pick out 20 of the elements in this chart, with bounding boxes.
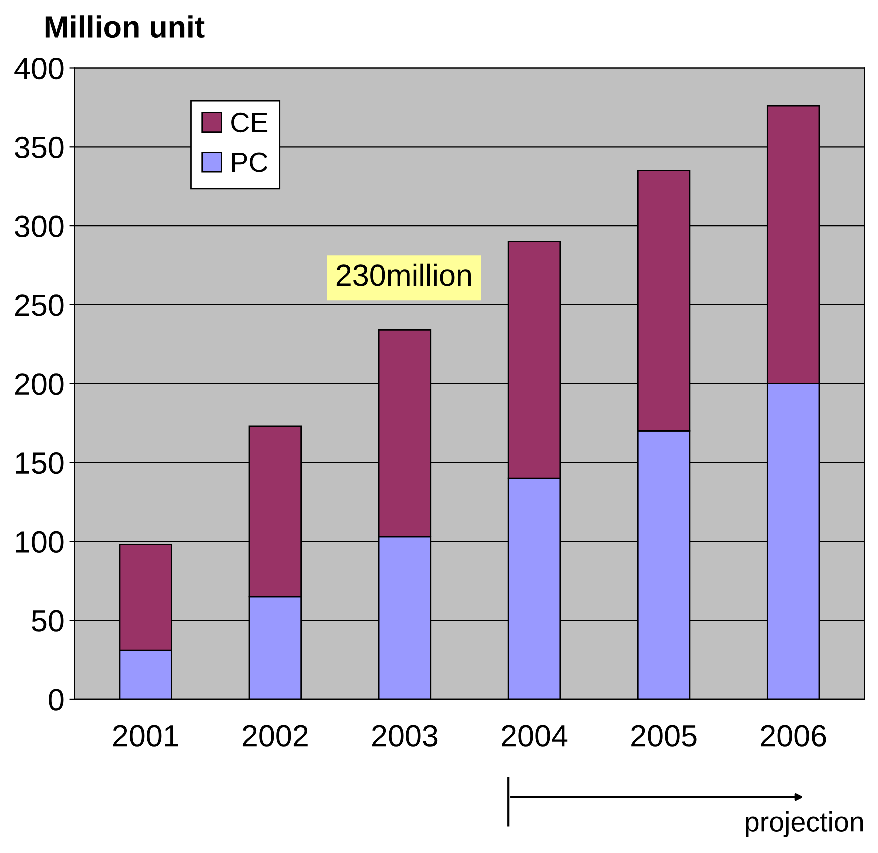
text: projection xyxy=(746,812,864,838)
legend-label: CE xyxy=(232,112,268,133)
y-tick-label: 400 xyxy=(14,58,64,80)
y-tick-label: 50 xyxy=(32,610,64,632)
x-tick-label: 2004 xyxy=(502,725,568,747)
y-tick-label: 150 xyxy=(16,452,64,474)
y-tick-label: 300 xyxy=(15,216,64,238)
x-tick-label: 2005 xyxy=(632,725,697,747)
chart-title: Million unit xyxy=(46,16,205,38)
x-tick-label: 2006 xyxy=(761,725,826,747)
y-tick-label: 200 xyxy=(15,374,64,396)
x-tick-label: 2002 xyxy=(242,725,308,747)
annotation: 230million xyxy=(336,264,471,286)
y-tick-label: 0 xyxy=(49,689,64,711)
legend-label: PC xyxy=(232,152,268,172)
y-tick-label: 350 xyxy=(15,136,64,159)
x-tick-label: 2001 xyxy=(113,725,178,747)
x-tick-label: 2003 xyxy=(372,725,438,747)
y-tick-label: 250 xyxy=(15,294,64,316)
y-tick-label: 100 xyxy=(16,531,64,554)
